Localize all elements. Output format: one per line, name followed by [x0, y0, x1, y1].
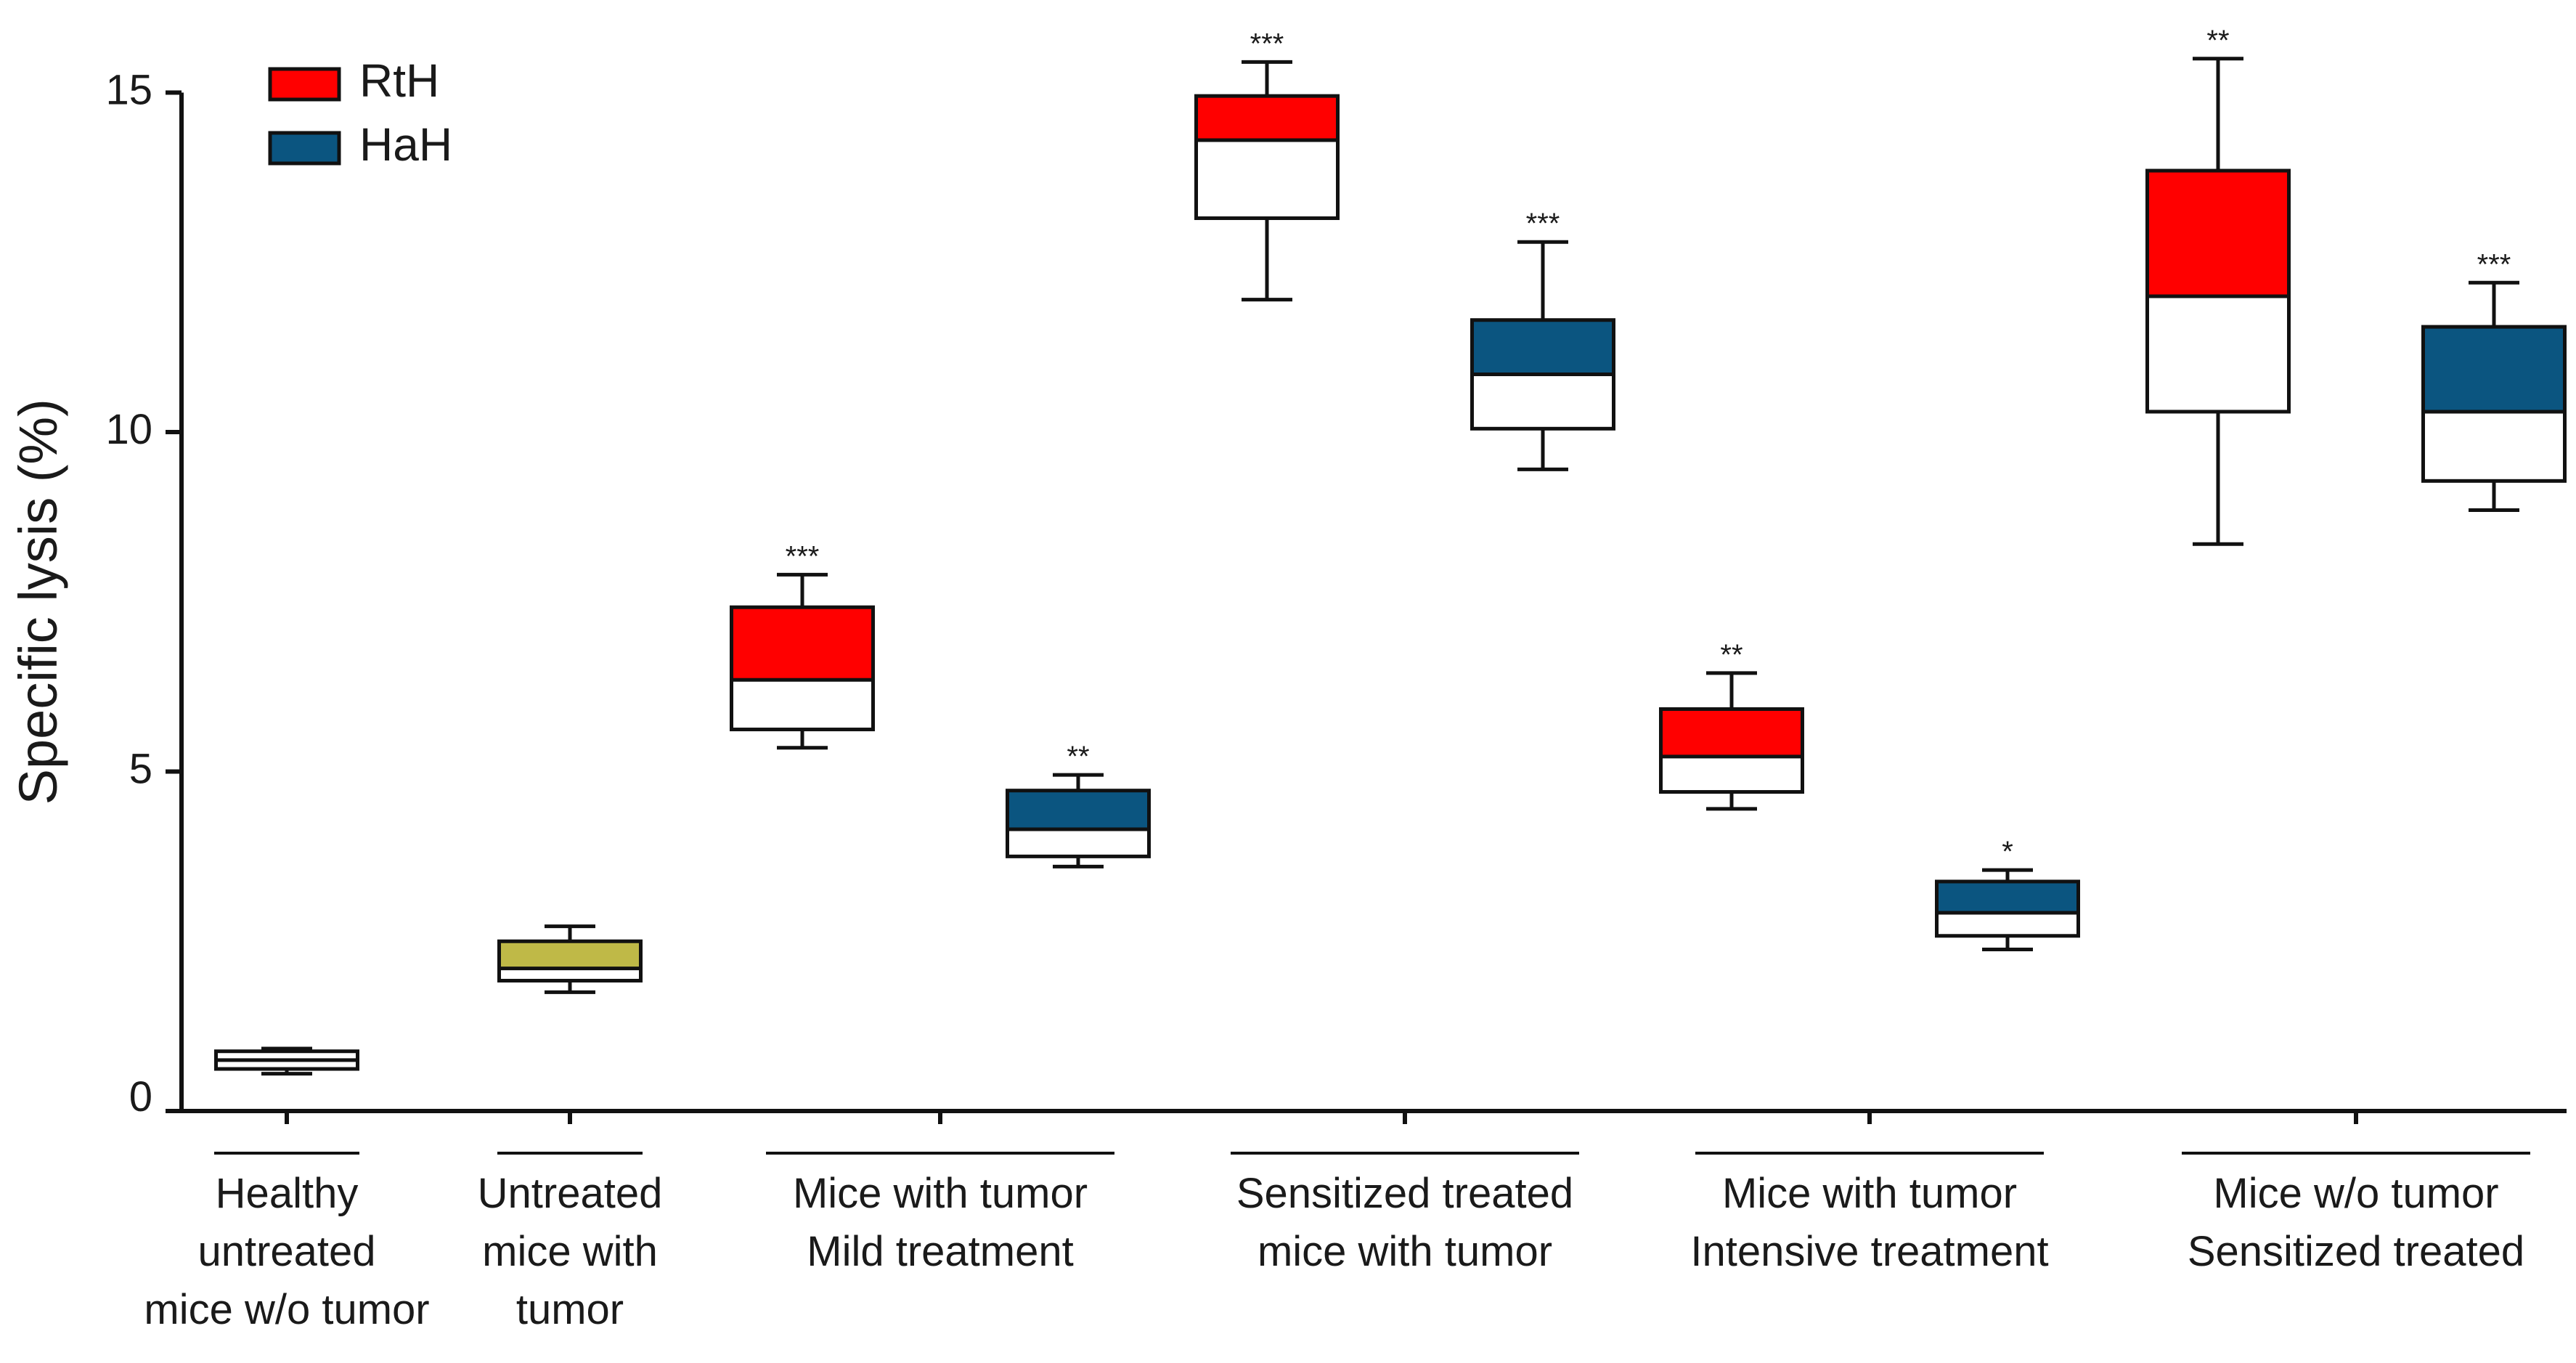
- y-tick-label: 10: [105, 406, 152, 453]
- box-outline: [2421, 325, 2567, 483]
- y-axis-title: Specific lysis (%): [8, 399, 68, 805]
- significance-marker: ***: [786, 540, 820, 572]
- box-upper-half: [216, 1051, 358, 1060]
- significance-marker: ***: [1526, 208, 1560, 240]
- group-label-line: Sensitized treated: [2188, 1228, 2524, 1275]
- box-outline: [1659, 707, 1804, 794]
- box-upper-half: [2423, 327, 2565, 412]
- significance-marker: **: [1067, 741, 1089, 773]
- box-hah: ***: [1470, 208, 1615, 471]
- box-outline: [2145, 168, 2291, 414]
- y-tick-label: 0: [129, 1073, 152, 1120]
- group-label-line: mice w/o tumor: [144, 1286, 429, 1333]
- box-upper-half: [731, 607, 873, 680]
- box-control: [214, 1046, 359, 1076]
- box-rth: ***: [730, 540, 875, 750]
- significance-marker: **: [1720, 639, 1743, 671]
- group-label-line: Mild treatment: [807, 1228, 1073, 1275]
- box-lower-half: [731, 680, 873, 730]
- box-lower-half: [2423, 411, 2565, 481]
- group-label-line: mice with tumor: [1258, 1228, 1552, 1275]
- box-lower-half: [1007, 829, 1149, 857]
- group-label-line: tumor: [516, 1286, 624, 1333]
- legend-label: HaH: [359, 118, 452, 171]
- box-rth: **: [1659, 639, 1804, 811]
- group-label-line: Mice with tumor: [1722, 1170, 2017, 1217]
- group-label-line: Sensitized treated: [1236, 1170, 1573, 1217]
- box-upper-half: [1472, 320, 1614, 375]
- legend-item-rth: RtH: [268, 54, 439, 107]
- box-lower-half: [1936, 912, 2079, 936]
- group-label-line: Healthy: [216, 1170, 359, 1217]
- y-tick-label: 15: [105, 67, 152, 114]
- box-outline: [730, 605, 875, 732]
- box-hah: **: [1006, 741, 1151, 868]
- group-label-line: untreated: [197, 1228, 375, 1275]
- legend-item-hah: HaH: [268, 118, 452, 171]
- box-lower-half: [1472, 374, 1614, 429]
- group-label-line: Intensive treatment: [1690, 1228, 2048, 1275]
- group-label-line: mice with: [482, 1228, 658, 1275]
- group-label-line: Mice with tumor: [793, 1170, 1088, 1217]
- box-rth: ***: [1194, 28, 1340, 302]
- box-lower-half: [499, 968, 641, 981]
- box-outline: [1935, 879, 2080, 938]
- group-label-line: Untreated: [478, 1170, 663, 1217]
- legend-label: RtH: [359, 54, 439, 107]
- box-lower-half: [1196, 139, 1338, 219]
- box-outline: [1006, 789, 1151, 858]
- box-upper-half: [1660, 709, 1803, 757]
- box-rth: **: [2145, 25, 2291, 546]
- significance-marker: *: [2002, 836, 2013, 868]
- significance-marker: ***: [1250, 28, 1284, 60]
- box-lower-half: [2147, 296, 2289, 412]
- legend-swatch: [268, 67, 341, 102]
- legend-swatch: [268, 131, 341, 166]
- box-lower-half: [216, 1059, 358, 1070]
- box-upper-half: [2147, 171, 2289, 296]
- y-tick-label: 5: [129, 746, 152, 793]
- box-control: [497, 924, 643, 994]
- box-upper-half: [1007, 790, 1149, 829]
- significance-marker: **: [2206, 25, 2229, 57]
- box-hah: ***: [2421, 248, 2567, 513]
- box-upper-half: [1936, 881, 2079, 913]
- box-outline: [497, 939, 643, 982]
- group-label-line: Mice w/o tumor: [2213, 1170, 2498, 1217]
- box-upper-half: [499, 941, 641, 969]
- box-hah: *: [1935, 836, 2080, 951]
- box-lower-half: [1660, 756, 1803, 792]
- box-upper-half: [1196, 96, 1338, 140]
- box-outline: [1194, 94, 1340, 220]
- significance-marker: ***: [2477, 248, 2511, 280]
